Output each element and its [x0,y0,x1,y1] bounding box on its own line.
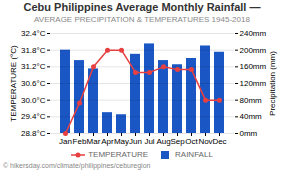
svg-text:80mm: 80mm [240,96,263,105]
svg-text:Nov: Nov [198,137,212,146]
svg-text:200mm: 200mm [240,46,267,55]
svg-text:Precipitation (mm): Precipitation (mm) [268,51,277,116]
svg-text:May: May [114,137,129,146]
svg-text:Dec: Dec [212,137,226,146]
html-text:© hikersday.com/climate/philip: © hikersday.com/climate/philippines/cebu… [3,162,151,169]
svg-text:Jan: Jan [59,137,72,146]
svg-text:Oct: Oct [185,137,198,146]
svg-text:TEMPERATURE (°C): TEMPERATURE (°C) [9,45,18,122]
svg-text:Sep: Sep [170,137,185,146]
svg-text:30.6°C: 30.6°C [21,79,46,88]
svg-text:40mm: 40mm [240,112,263,121]
svg-text:Apr: Apr [101,137,114,146]
svg-text:30.0°C: 30.0°C [21,96,46,105]
svg-text:31.8°C: 31.8°C [21,46,46,55]
svg-text:Aug: Aug [156,137,170,146]
svg-text:Feb: Feb [73,137,87,146]
html-text:RAINFALL: RAINFALL [175,150,213,159]
svg-text:32.4°C: 32.4°C [21,29,46,38]
svg-text:0mm: 0mm [240,129,258,138]
svg-text:Mar: Mar [87,137,101,146]
svg-text:29.4°C: 29.4°C [21,112,46,121]
svg-text:28.8°C: 28.8°C [21,129,46,138]
svg-text:Jul: Jul [144,137,154,146]
html-text:TEMPERATURE: TEMPERATURE [88,150,148,159]
svg-text:31.2°C: 31.2°C [21,62,46,71]
html-text:Cebu Philippines Average Month: Cebu Philippines Average Monthly Rainfal… [23,1,261,13]
svg-text:120mm: 120mm [240,79,267,88]
html-text:AVERAGE PRECIPITATION & TEMPER: AVERAGE PRECIPITATION & TEMPERATURES 194… [34,15,250,24]
svg-text:160mm: 160mm [240,62,267,71]
svg-text:Jun: Jun [129,137,142,146]
svg-text:240mm: 240mm [240,29,267,38]
